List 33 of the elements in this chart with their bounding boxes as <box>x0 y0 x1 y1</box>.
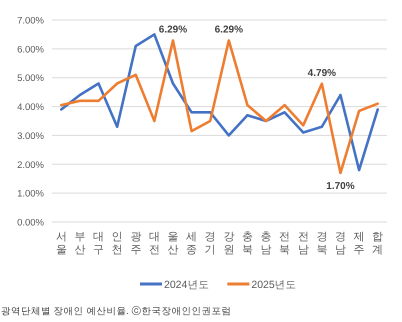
legend-label: 2025년도 <box>251 279 297 291</box>
legend-label: 2024년도 <box>164 279 210 291</box>
data-label: 1.70% <box>326 180 355 192</box>
x-tick-label: 경북 <box>316 231 328 256</box>
x-tick-label: 광주 <box>130 231 142 256</box>
data-label: 4.79% <box>308 68 336 79</box>
y-tick-label: 2.00% <box>17 160 45 171</box>
x-tick-label: 합계 <box>372 231 384 256</box>
x-tick-label: 충남 <box>260 231 272 256</box>
x-tick-label: 대구 <box>93 231 104 256</box>
x-tick-label: 전북 <box>279 231 290 256</box>
y-tick-label: 4.00% <box>17 102 45 114</box>
y-tick-label: 7.00% <box>17 16 45 26</box>
x-tick-label: 부산 <box>74 231 86 256</box>
x-tick-label: 서울 <box>56 231 67 256</box>
y-tick-label: 5.00% <box>17 73 45 84</box>
data-label: 6.29% <box>158 24 188 36</box>
x-tick-label: 제주 <box>354 231 365 256</box>
y-tick-label: 1.00% <box>17 188 45 200</box>
x-tick-label: 세종 <box>186 231 198 256</box>
x-tick-label: 울산 <box>167 231 178 256</box>
text: 광역단체별 장애인 예산비율. ⓒ한국장애인인권포럼 <box>1 305 232 317</box>
x-tick-label: 충북 <box>242 231 253 256</box>
y-tick-label: 0.00% <box>17 218 45 228</box>
x-tick-label: 경남 <box>334 231 346 256</box>
x-tick-label: 인천 <box>112 231 123 256</box>
x-tick-label: 전남 <box>298 231 309 256</box>
data-label: 6.29% <box>214 24 244 36</box>
x-tick-label: 대전 <box>148 231 160 256</box>
x-tick-label: 경기 <box>204 231 216 256</box>
y-tick-label: 6.00% <box>17 44 45 56</box>
x-tick-label: 강원 <box>223 231 234 256</box>
y-tick-label: 3.00% <box>17 130 45 142</box>
